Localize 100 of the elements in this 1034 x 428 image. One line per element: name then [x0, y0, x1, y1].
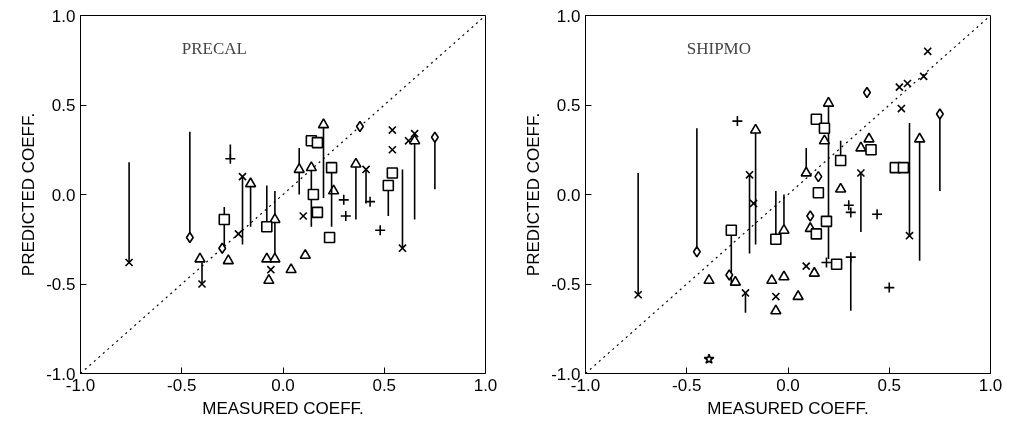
- point: [337, 194, 350, 206]
- point: [224, 152, 237, 165]
- point: [263, 273, 275, 285]
- point: [307, 188, 320, 201]
- point: [770, 304, 782, 315]
- point: [844, 251, 857, 263]
- point: [382, 179, 395, 192]
- text: SHIPMO: [686, 39, 751, 59]
- x-tick-label: 0.5: [877, 375, 902, 395]
- point: [865, 143, 877, 156]
- point: [350, 157, 362, 168]
- point: [822, 96, 835, 107]
- point: [766, 273, 778, 285]
- point: [234, 229, 243, 239]
- point: [261, 220, 273, 233]
- point: [364, 195, 376, 208]
- point: [771, 292, 781, 301]
- text: PRECAL: [181, 39, 247, 59]
- point: [810, 228, 823, 240]
- point: [919, 72, 929, 81]
- point: [725, 224, 738, 237]
- point: [293, 162, 305, 174]
- point: [741, 288, 750, 298]
- point: [818, 134, 831, 145]
- point: [895, 82, 904, 92]
- point: [729, 275, 742, 286]
- point: [361, 165, 371, 174]
- point: [856, 168, 866, 178]
- point: [800, 166, 813, 177]
- point: [374, 224, 386, 237]
- point: [355, 120, 365, 133]
- point: [913, 132, 926, 143]
- point: [935, 108, 945, 120]
- point: [703, 353, 715, 365]
- point: [266, 265, 276, 275]
- point: [398, 243, 407, 253]
- point: [269, 212, 281, 224]
- y-tick-label: 0.5: [556, 96, 581, 115]
- point: [830, 258, 843, 271]
- point: [897, 104, 906, 113]
- point: [863, 132, 875, 143]
- y-axis-title: PREDICTED COEFF.: [19, 112, 39, 277]
- point: [339, 210, 352, 222]
- point: [238, 172, 247, 181]
- point: [778, 270, 790, 281]
- point: [703, 273, 715, 285]
- y-tick-label: 0.0: [51, 185, 76, 205]
- y-tick-label: 0.0: [556, 185, 581, 205]
- point: [404, 136, 413, 146]
- point: [923, 46, 933, 56]
- point: [410, 129, 419, 138]
- x-axis-title: MEASURED COEFF.: [707, 398, 869, 418]
- point: [269, 252, 281, 263]
- point: [124, 258, 134, 267]
- point: [311, 136, 324, 149]
- x-axis-title: MEASURED COEFF.: [202, 398, 364, 418]
- y-tick-label: -0.5: [46, 275, 76, 294]
- point: [745, 170, 754, 180]
- point: [808, 266, 821, 277]
- point: [218, 242, 227, 254]
- point: [317, 118, 330, 129]
- x-tick-label: 0.0: [271, 375, 295, 395]
- y-axis-title: PREDICTED COEFF.: [524, 112, 544, 277]
- point: [386, 167, 399, 179]
- point: [883, 281, 896, 294]
- point: [298, 211, 308, 221]
- point: [218, 213, 231, 226]
- point: [770, 233, 782, 246]
- point: [905, 231, 914, 241]
- point: [222, 254, 235, 265]
- y-tick-label: 1.0: [51, 6, 76, 26]
- point: [299, 248, 312, 260]
- point: [844, 206, 857, 219]
- x-tick-label: -0.5: [672, 375, 702, 395]
- x-tick-label: 0.5: [372, 375, 397, 395]
- point: [388, 125, 397, 135]
- point: [430, 131, 440, 144]
- point: [325, 161, 338, 174]
- point: [801, 261, 811, 271]
- x-tick-label: 1.0: [473, 375, 498, 395]
- point: [749, 123, 762, 134]
- point: [285, 263, 297, 274]
- point: [244, 177, 257, 188]
- point: [311, 206, 324, 219]
- point: [692, 245, 702, 258]
- point: [194, 252, 206, 263]
- y-tick-label: 0.5: [51, 96, 76, 115]
- y-tick-label: -0.5: [551, 275, 581, 294]
- point: [818, 122, 831, 135]
- point: [871, 208, 883, 220]
- point: [792, 289, 804, 301]
- point: [812, 186, 825, 199]
- point: [862, 86, 872, 99]
- point: [903, 79, 912, 88]
- point: [323, 231, 336, 244]
- point: [388, 145, 397, 155]
- point: [778, 223, 790, 234]
- point: [842, 199, 855, 212]
- point: [633, 290, 643, 300]
- point: [731, 115, 744, 127]
